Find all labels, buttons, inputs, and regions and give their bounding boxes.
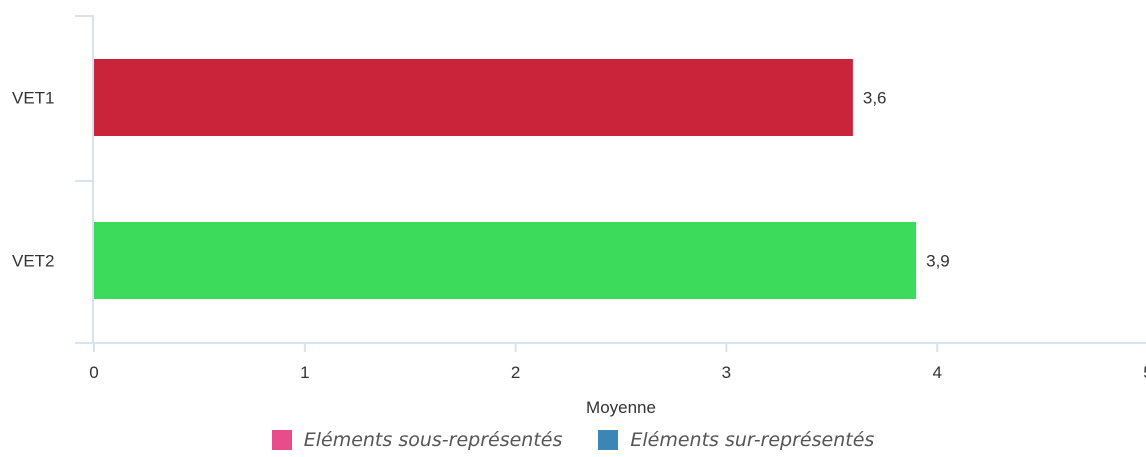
bar-vet1[interactable] <box>94 59 853 136</box>
x-axis-title: Moyenne <box>586 398 656 417</box>
legend: Eléments sous-représentés Eléments sur-r… <box>0 429 1146 451</box>
bar-vet2[interactable] <box>94 222 917 299</box>
x-tick-label: 5 <box>1143 363 1146 382</box>
legend-swatch-pink <box>271 430 292 450</box>
legend-item-over-represented[interactable]: Eléments sur-représentés <box>598 429 874 451</box>
data-label: 3,9 <box>926 252 950 271</box>
legend-label: Eléments sous-représentés <box>303 429 563 451</box>
x-tick-label: 3 <box>722 363 731 382</box>
x-tick-label: 1 <box>300 363 309 382</box>
legend-label: Eléments sur-représentés <box>630 429 875 451</box>
category-label: VET1 <box>12 89 55 108</box>
x-tick-label: 2 <box>511 363 520 382</box>
data-label: 3,6 <box>863 89 887 108</box>
legend-item-under-represented[interactable]: Eléments sous-représentés <box>271 429 563 451</box>
x-tick-label: 4 <box>932 363 941 382</box>
legend-swatch-blue <box>598 430 619 450</box>
category-label: VET2 <box>12 252 55 271</box>
x-tick-label: 0 <box>89 363 98 382</box>
